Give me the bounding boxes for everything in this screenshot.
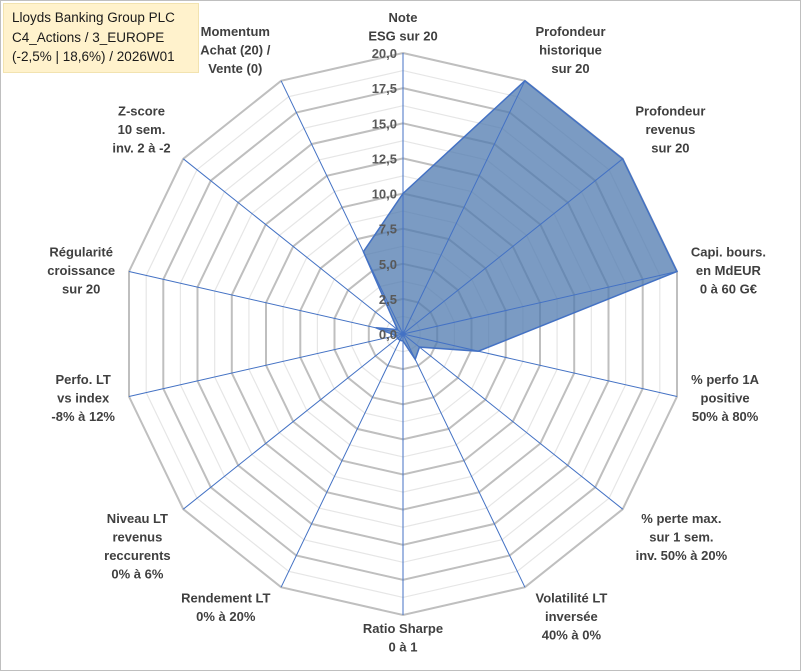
tick-label: 15,0 <box>372 116 397 131</box>
tick-label: 7,5 <box>379 222 397 237</box>
axis-spoke <box>182 333 404 510</box>
tick-label: 5,0 <box>379 257 397 272</box>
axis-label: Ratio Sharpe 0 à 1 <box>363 621 443 655</box>
axis-spoke <box>280 333 404 588</box>
chart-title-box: Lloyds Banking Group PLC C4_Actions / 3_… <box>3 3 199 73</box>
axis-spoke <box>402 333 624 510</box>
axis-label: Régularité croissance sur 20 <box>47 244 115 296</box>
axis-spoke <box>128 333 404 397</box>
tick-label: 12,5 <box>372 151 397 166</box>
axis-spoke <box>280 80 404 335</box>
tick-label: 0,0 <box>379 327 397 342</box>
axis-label: Rendement LT 0% à 20% <box>181 591 270 625</box>
axis-label: % perfo 1A positive 50% à 80% <box>691 372 760 424</box>
axis-label: Z-score 10 sem. inv. 2 à -2 <box>112 104 170 156</box>
radar-tick-labels: 0,0 2,5 5,0 7,5 10,0 12,5 15,0 17,5 20,0 <box>372 46 397 342</box>
axis-spoke <box>182 158 404 335</box>
radar-axis-labels: Note ESG sur 20 Profondeur historique sur 20… <box>47 10 766 655</box>
axis-label: Note ESG sur 20 <box>368 10 437 44</box>
radar-spokes <box>128 53 678 615</box>
axis-label: % perte max. sur 1 sem. inv. 50% à 20% <box>636 511 728 563</box>
axis-spoke <box>402 158 624 335</box>
axis-spoke <box>402 80 526 335</box>
axis-spoke <box>402 333 678 397</box>
axis-spoke <box>402 333 526 588</box>
axis-label: Momentum Achat (20) / Vente (0) <box>200 24 270 76</box>
chart-title-line-category: C4_Actions / 3_EUROPE <box>12 29 165 45</box>
tick-label: 20,0 <box>372 46 397 61</box>
axis-spoke <box>402 271 678 335</box>
tick-label: 10,0 <box>372 187 397 202</box>
axis-label: Profondeur historique sur 20 <box>535 24 605 76</box>
chart-title-line-company: Lloyds Banking Group PLC <box>12 10 175 25</box>
axis-label: Perfo. LT vs index -8% à 12% <box>51 372 115 424</box>
axis-label: Profondeur revenus sur 20 <box>635 104 705 156</box>
axis-label: Niveau LT revenus reccurents 0% à 6% <box>104 511 170 582</box>
tick-label: 2,5 <box>379 292 397 307</box>
chart-title-line-period: (-2,5% | 18,6%) / 2026W01 <box>12 49 175 64</box>
axis-label: Volatilité LT inversée 40% à 0% <box>536 591 608 643</box>
tick-label: 17,5 <box>372 81 397 96</box>
axis-label: Capi. bours. en MdEUR 0 à 60 G€ <box>691 244 766 296</box>
axis-spoke <box>128 271 404 335</box>
